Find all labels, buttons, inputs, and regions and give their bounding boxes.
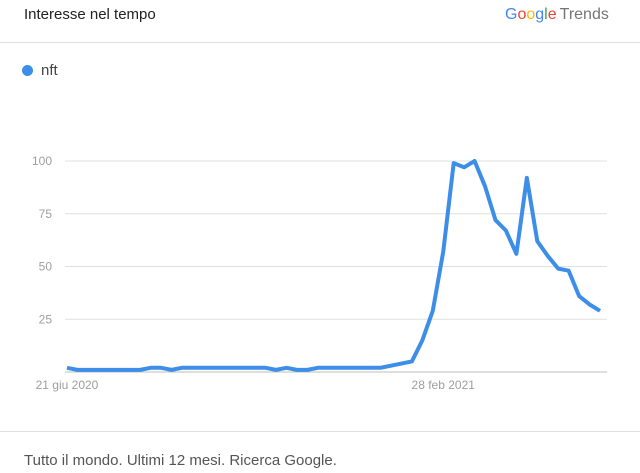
google-trends-logo: Google Trends [505, 6, 609, 23]
x-tick-label: 28 feb 2021 [412, 378, 476, 392]
divider [0, 42, 640, 43]
chart-title: Interesse nel tempo [24, 6, 156, 23]
footer-note: Tutto il mondo. Ultimi 12 mesi. Ricerca … [24, 452, 337, 469]
x-tick-label: 21 giu 2020 [36, 378, 99, 392]
y-tick-label: 100 [32, 154, 52, 168]
y-tick-label: 50 [39, 260, 53, 274]
y-tick-label: 25 [39, 312, 53, 326]
series-line-nft [66, 159, 602, 372]
series-dot-icon [22, 65, 33, 76]
legend-label: nft [41, 62, 58, 79]
divider [0, 431, 640, 432]
chart-area: 25 50 75 100 21 giu 2020 28 feb 2021 [32, 154, 607, 392]
legend-item[interactable]: nft [22, 62, 58, 79]
y-tick-label: 75 [39, 207, 53, 221]
